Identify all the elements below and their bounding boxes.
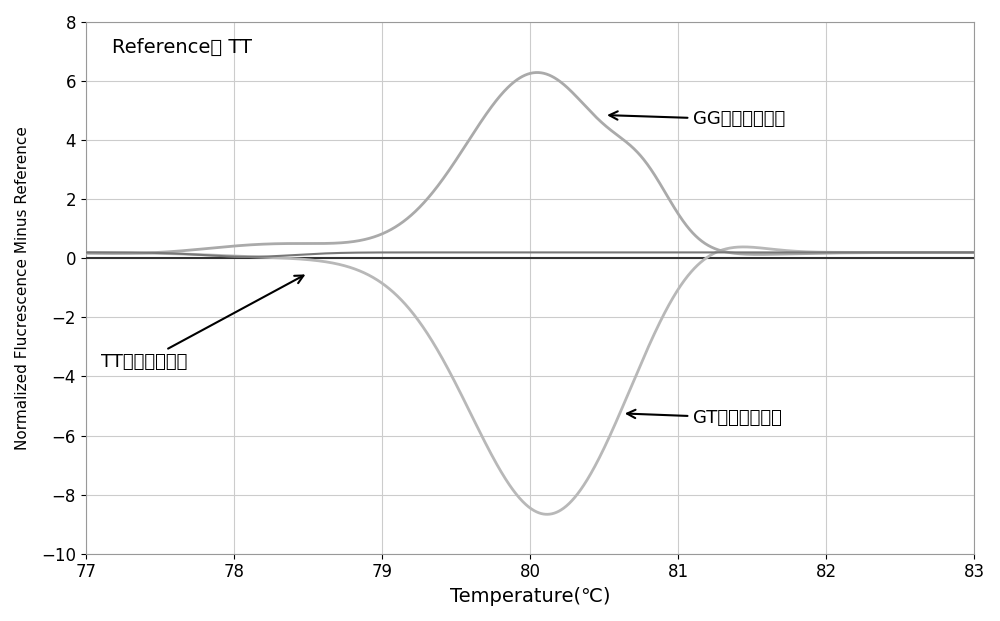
X-axis label: Temperature(℃): Temperature(℃) bbox=[450, 587, 610, 606]
Text: GT基因型标准品: GT基因型标准品 bbox=[627, 409, 782, 427]
Y-axis label: Normalized Flucrescence Minus Reference: Normalized Flucrescence Minus Reference bbox=[15, 126, 30, 450]
Text: Reference： TT: Reference： TT bbox=[112, 38, 252, 57]
Text: GG基因型标准品: GG基因型标准品 bbox=[609, 111, 785, 129]
Text: TT基因型标准品: TT基因型标准品 bbox=[101, 276, 303, 371]
